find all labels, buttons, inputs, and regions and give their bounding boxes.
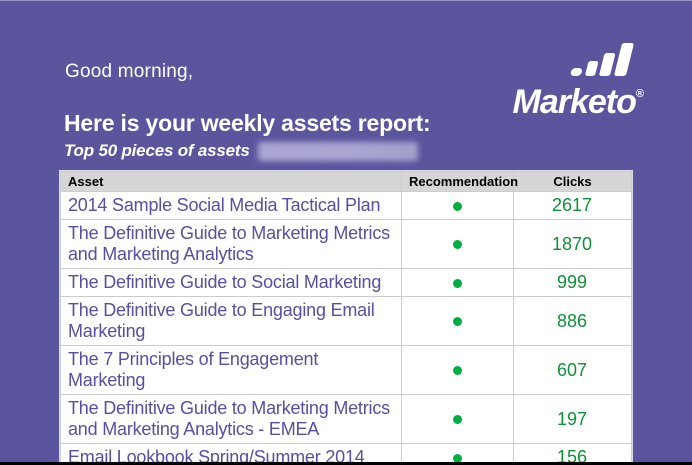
- green-dot-icon: [452, 317, 462, 327]
- marketo-brand-text: Marketo: [512, 83, 637, 121]
- asset-link[interactable]: The Definitive Guide to Marketing Metric…: [60, 394, 402, 444]
- green-dot-icon: [452, 453, 462, 463]
- logo-bar-3: [598, 53, 616, 76]
- table-row: The Definitive Guide to Marketing Metric…: [60, 219, 632, 269]
- green-dot-icon: [452, 201, 462, 211]
- report-subheading: Top 50 pieces of assets: [64, 141, 418, 161]
- asset-link[interactable]: The Definitive Guide to Engaging Email M…: [60, 296, 402, 346]
- clicks-value: 886: [513, 296, 632, 346]
- column-header-clicks: Clicks: [513, 171, 632, 192]
- green-dot-icon: [452, 240, 462, 250]
- green-dot-icon: [452, 278, 462, 288]
- asset-link[interactable]: Email Lookbook Spring/Summer 2014: [60, 443, 402, 465]
- clicks-value: 607: [513, 345, 632, 395]
- recommendation-cell: [401, 219, 514, 269]
- table-row: The Definitive Guide to Social Marketing…: [60, 268, 632, 297]
- report-heading: Here is your weekly assets report:: [64, 110, 431, 136]
- marketo-wordmark: Marketo®: [512, 78, 644, 121]
- recommendation-cell: [401, 394, 514, 444]
- subheading-text: Top 50 pieces of assets: [64, 141, 250, 160]
- table-row: 2014 Sample Social Media Tactical Plan 26…: [60, 191, 632, 220]
- column-header-recommendation: Recommendation: [401, 171, 518, 192]
- recommendation-cell: [401, 345, 514, 395]
- table-row: The Definitive Guide to Engaging Email M…: [60, 296, 632, 346]
- table-row: The 7 Principles of Engagement Marketing…: [60, 345, 632, 395]
- recommendation-cell: [401, 191, 514, 220]
- recommendation-cell: [401, 268, 514, 297]
- clicks-value: 197: [513, 394, 632, 444]
- table-header-row: Asset Recommendation Clicks: [60, 171, 632, 192]
- logo-bar-4: [613, 43, 635, 76]
- green-dot-icon: [452, 366, 462, 376]
- logo-bar-2: [584, 61, 599, 76]
- registered-trademark-symbol: ®: [635, 88, 644, 100]
- clicks-value: 999: [513, 268, 632, 297]
- table-row: Email Lookbook Spring/Summer 2014 156: [60, 443, 632, 465]
- recommendation-cell: [401, 296, 514, 346]
- table-row: The Definitive Guide to Marketing Metric…: [60, 394, 632, 444]
- column-header-asset: Asset: [60, 171, 402, 192]
- clicks-value: 2617: [513, 191, 632, 220]
- asset-link[interactable]: 2014 Sample Social Media Tactical Plan: [60, 191, 402, 220]
- asset-link[interactable]: The 7 Principles of Engagement Marketing: [60, 345, 402, 395]
- logo-bar-1: [569, 68, 583, 76]
- green-dot-icon: [452, 415, 462, 425]
- redacted-text-blur: [257, 141, 418, 161]
- assets-report-table: Asset Recommendation Clicks 2014 Sample …: [60, 171, 632, 465]
- clicks-value: 156: [513, 443, 632, 465]
- clicks-value: 1870: [513, 219, 632, 269]
- asset-link[interactable]: The Definitive Guide to Social Marketing: [60, 268, 402, 297]
- screenshot-bottom-edge: [0, 462, 692, 465]
- greeting-text: Good morning,: [65, 61, 194, 82]
- asset-link[interactable]: The Definitive Guide to Marketing Metric…: [60, 219, 402, 269]
- marketo-logo[interactable]: Marketo®: [512, 43, 644, 121]
- marketo-bars-icon: [569, 43, 635, 76]
